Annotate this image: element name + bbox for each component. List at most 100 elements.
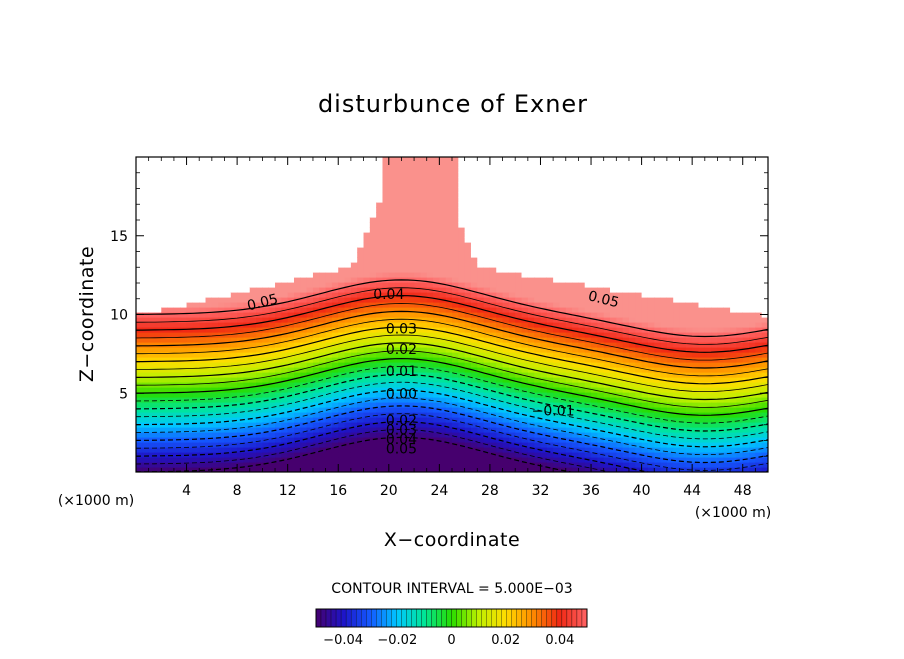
field-cell: [591, 462, 598, 468]
field-cell: [224, 172, 232, 178]
field-cell: [275, 447, 282, 453]
field-cell: [445, 217, 453, 223]
field-cell: [401, 402, 409, 408]
field-cell: [616, 187, 624, 193]
field-cell: [173, 462, 181, 468]
field-cell: [489, 197, 497, 203]
field-cell: [395, 442, 403, 448]
field-cell: [540, 447, 548, 453]
field-cell: [616, 357, 624, 363]
field-cell: [496, 212, 504, 218]
field-cell: [224, 262, 232, 268]
field-cell: [230, 372, 238, 378]
field-cell: [262, 417, 270, 423]
field-cell: [350, 262, 358, 268]
field-cell: [300, 177, 308, 183]
field-cell: [553, 267, 561, 273]
field-cell: [148, 252, 156, 258]
field-cell: [489, 227, 497, 233]
field-cell: [369, 462, 377, 468]
field-cell: [489, 392, 497, 398]
field-cell: [294, 452, 301, 458]
field-cell: [508, 347, 516, 353]
field-cell: [502, 177, 510, 183]
field-cell: [237, 282, 245, 288]
field-cell: [230, 422, 238, 428]
field-cell: [167, 277, 175, 283]
field-cell: [136, 297, 143, 303]
field-cell: [395, 377, 403, 383]
field-cell: [199, 427, 207, 433]
field-cell: [591, 312, 598, 318]
field-cell: [452, 227, 459, 233]
field-cell: [294, 192, 301, 198]
field-cell: [186, 307, 194, 313]
field-cell: [249, 287, 257, 293]
field-cell: [382, 342, 390, 348]
field-cell: [515, 212, 523, 218]
field-cell: [281, 207, 289, 213]
field-cell: [382, 362, 390, 368]
field-cell: [622, 277, 630, 283]
field-cell: [572, 382, 579, 388]
field-cell: [572, 437, 579, 443]
field-cell: [300, 247, 308, 253]
field-cell: [508, 457, 516, 463]
field-cell: [192, 372, 200, 378]
field-cell: [628, 242, 636, 248]
field-cell: [515, 297, 523, 303]
field-cell: [331, 277, 339, 283]
field-cell: [420, 287, 428, 293]
field-cell: [319, 157, 327, 163]
field-cell: [496, 222, 504, 228]
field-cell: [622, 177, 630, 183]
field-cell: [319, 402, 327, 408]
field-cell: [464, 297, 472, 303]
field-cell: [230, 427, 238, 433]
field-cell: [338, 362, 346, 368]
field-cell: [477, 457, 485, 463]
field-cell: [578, 387, 586, 393]
field-cell: [464, 162, 472, 168]
field-cell: [256, 442, 263, 448]
field-cell: [199, 277, 207, 283]
field-cell: [628, 277, 636, 283]
field-cell: [540, 187, 548, 193]
field-cell: [502, 292, 510, 298]
field-cell: [597, 327, 605, 333]
field-cell: [154, 342, 162, 348]
field-cell: [376, 227, 384, 233]
field-cell: [331, 192, 339, 198]
field-cell: [161, 277, 169, 283]
field-cell: [521, 337, 529, 343]
field-cell: [154, 367, 162, 373]
field-cell: [540, 432, 548, 438]
field-cell: [508, 422, 516, 428]
field-cell: [338, 227, 346, 233]
field-cell: [173, 467, 181, 472]
field-cell: [312, 187, 320, 193]
field-cell: [161, 232, 169, 238]
field-cell: [262, 287, 270, 293]
field-cell: [515, 217, 523, 223]
field-cell: [154, 242, 162, 248]
field-cell: [382, 277, 390, 283]
field-cell: [401, 452, 409, 458]
field-cell: [180, 412, 188, 418]
field-cell: [426, 357, 434, 363]
field-cell: [597, 267, 605, 273]
field-cell: [287, 392, 295, 398]
field-cell: [414, 177, 421, 183]
field-cell: [452, 277, 459, 283]
field-cell: [192, 212, 200, 218]
field-cell: [452, 367, 459, 373]
field-cell: [464, 387, 472, 393]
field-cell: [591, 262, 598, 268]
field-cell: [325, 342, 333, 348]
field-cell: [401, 367, 409, 373]
field-cell: [527, 347, 535, 353]
field-cell: [205, 252, 213, 258]
field-cell: [167, 262, 175, 268]
field-cell: [350, 467, 358, 472]
